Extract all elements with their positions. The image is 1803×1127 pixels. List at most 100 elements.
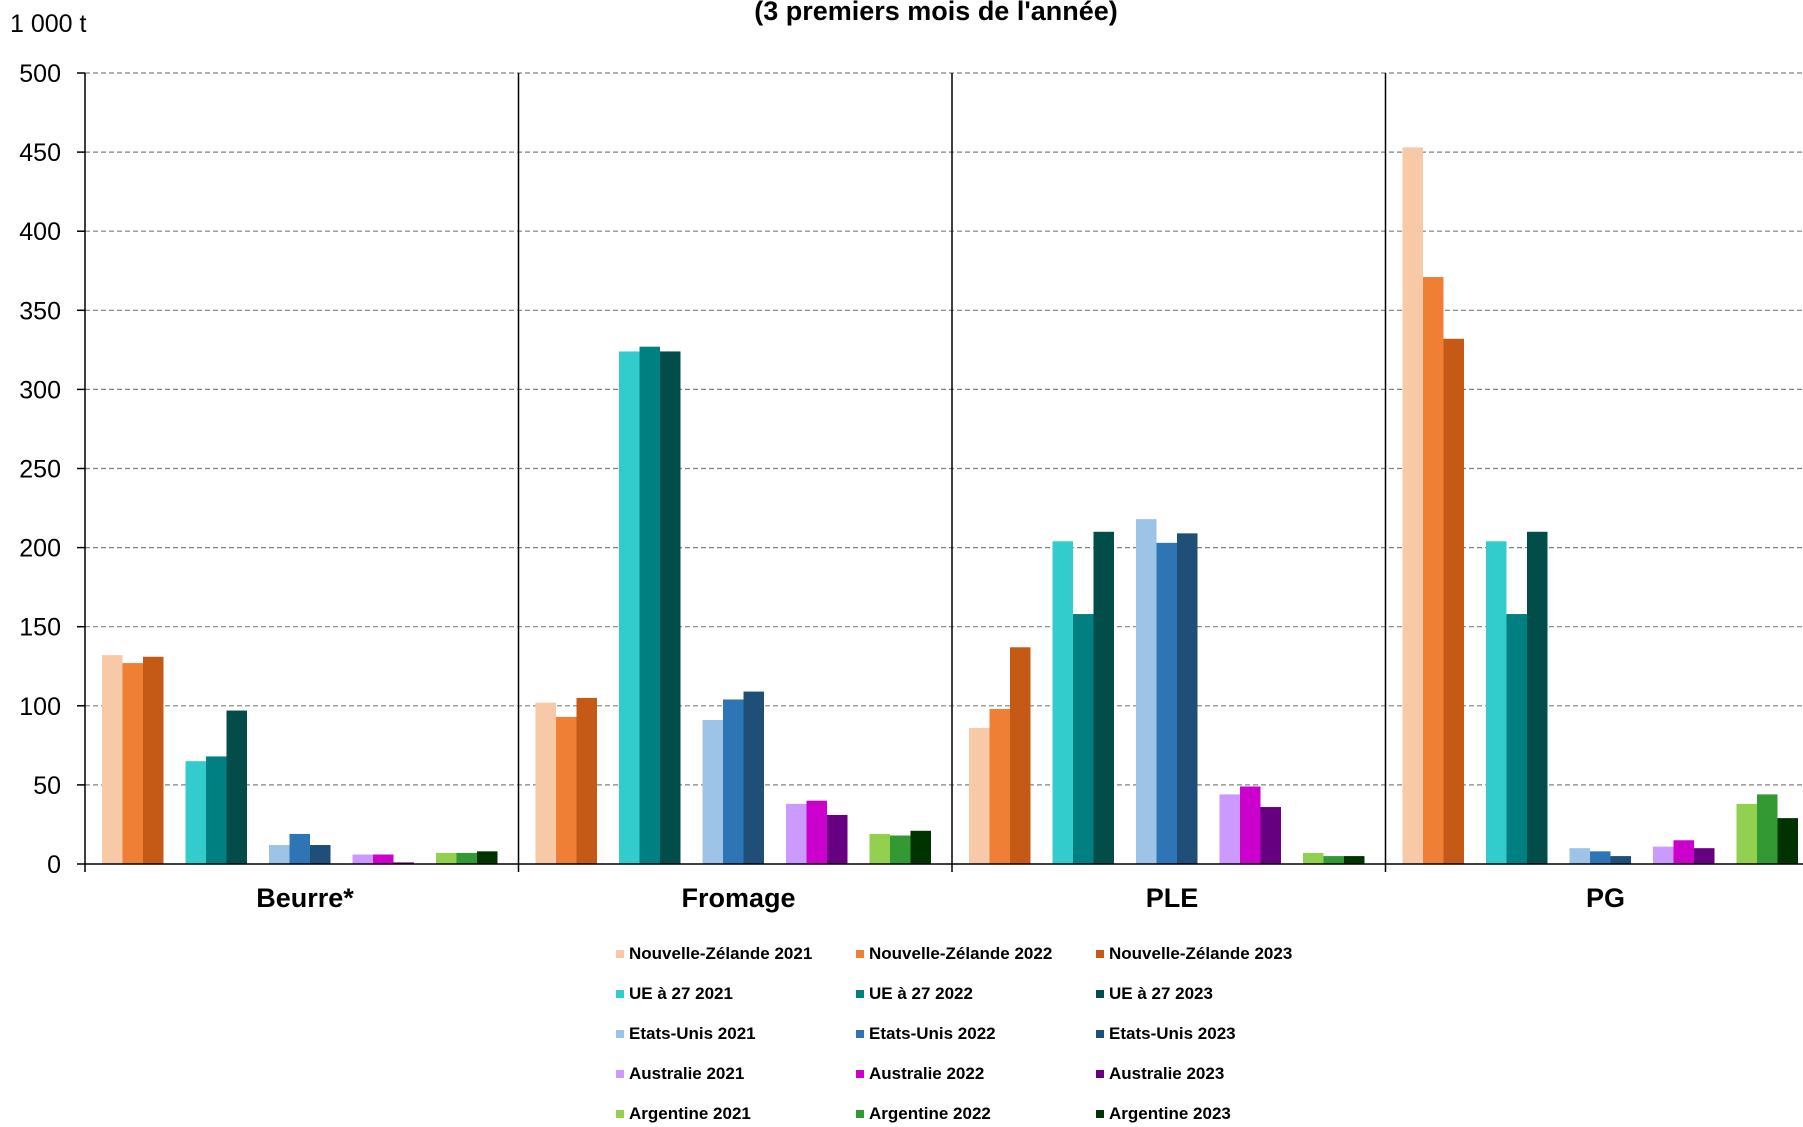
bar: Etats-Unis 2022 — Beurre*: 19 — [289, 833, 310, 864]
legend-swatch — [856, 1070, 864, 1078]
bar: Australie 2022 — PLE: 49 — [1240, 786, 1261, 864]
bar: Nouvelle-Zélande 2021 — Beurre*: 132 — [102, 655, 123, 864]
bar: Etats-Unis 2021 — PLE: 218 — [1136, 519, 1157, 864]
legend-label: Argentine 2023 — [1109, 1104, 1231, 1123]
bar: Australie 2023 — PLE: 36 — [1260, 807, 1281, 864]
legend-label: Nouvelle-Zélande 2021 — [629, 944, 812, 963]
bar: Argentine 2021 — Beurre*: 7 — [436, 852, 457, 864]
bar: Australie 2022 — PG: 15 — [1673, 840, 1694, 864]
category-labels: Beurre* Fromage PLE PG — [256, 883, 1625, 913]
bar: Etats-Unis 2022 — PG: 8 — [1590, 851, 1611, 864]
bar: Nouvelle-Zélande 2023 — Beurre*: 131 — [143, 656, 164, 864]
bar: UE à 27 2021 — Beurre*: 65 — [185, 761, 206, 864]
legend: Nouvelle-Zélande 2021 Nouvelle-Zélande 20… — [616, 944, 1292, 1123]
bar: Etats-Unis 2023 — PLE: 209 — [1177, 533, 1198, 864]
legend-label: UE à 27 2022 — [869, 984, 973, 1003]
bar: UE à 27 2021 — PLE: 204 — [1052, 541, 1073, 864]
y-tick-labels: 0 50 100 150 200 250 300 350 400 450 500 — [19, 60, 61, 879]
legend-label: Argentine 2022 — [869, 1104, 991, 1123]
legend-swatch — [616, 1110, 624, 1118]
bar: Nouvelle-Zélande 2021 — Fromage: 102 — [535, 702, 556, 864]
bar: Argentine 2023 — Fromage: 21 — [910, 830, 931, 864]
bar: Australie 2022 — Beurre*: 6 — [373, 854, 394, 864]
bar: UE à 27 2022 — Fromage: 327 — [639, 346, 660, 864]
legend-label: Etats-Unis 2021 — [629, 1024, 756, 1043]
bar: Nouvelle-Zélande 2022 — Beurre*: 127 — [122, 663, 143, 864]
bar: Argentine 2022 — Fromage: 18 — [890, 835, 911, 864]
bar: Etats-Unis 2023 — Fromage: 109 — [743, 691, 764, 864]
legend-label: Nouvelle-Zélande 2022 — [869, 944, 1052, 963]
bar: Argentine 2021 — PG: 38 — [1736, 803, 1757, 864]
bar: Argentine 2022 — Beurre*: 7 — [456, 852, 477, 864]
legend-swatch — [1096, 1110, 1104, 1118]
gridlines — [85, 72, 1803, 786]
category-label: PLE — [1146, 883, 1199, 913]
bar: Argentine 2021 — Fromage: 19 — [869, 833, 890, 864]
chart-title: (3 premiers mois de l'année) — [754, 0, 1118, 26]
legend-swatch — [856, 990, 864, 998]
y-tick-label: 250 — [19, 456, 61, 484]
legend-label: Argentine 2021 — [629, 1104, 751, 1123]
legend-swatch — [856, 1030, 864, 1038]
y-tick-label: 0 — [47, 851, 61, 879]
bar: Etats-Unis 2023 — Beurre*: 12 — [310, 845, 331, 864]
y-tick-label: 450 — [19, 139, 61, 167]
bar: UE à 27 2023 — PG: 210 — [1527, 531, 1548, 864]
legend-swatch — [856, 950, 864, 958]
bar-group: Nouvelle-Zélande 2021 — Beurre*: 132Nouv… — [102, 147, 1798, 864]
legend-swatch — [616, 950, 624, 958]
category-label: PG — [1586, 883, 1625, 913]
bar: Etats-Unis 2022 — Fromage: 104 — [723, 699, 744, 864]
bar: Nouvelle-Zélande 2021 — PLE: 86 — [969, 727, 990, 864]
bar: Nouvelle-Zélande 2022 — PG: 371 — [1423, 277, 1444, 864]
y-tick-label: 350 — [19, 297, 61, 325]
bar: Etats-Unis 2021 — Beurre*: 12 — [269, 845, 290, 864]
bar: UE à 27 2022 — Beurre*: 68 — [206, 756, 227, 864]
category-label: Fromage — [681, 883, 795, 913]
bar: UE à 27 2023 — PLE: 210 — [1093, 531, 1114, 864]
bar: Nouvelle-Zélande 2022 — Fromage: 93 — [556, 716, 577, 864]
legend-label: Australie 2023 — [1109, 1064, 1224, 1083]
category-label: Beurre* — [256, 883, 354, 913]
legend-label: Australie 2022 — [869, 1064, 984, 1083]
legend-swatch — [856, 1110, 864, 1118]
y-tick-label: 200 — [19, 535, 61, 563]
bar: Australie 2021 — PG: 11 — [1653, 846, 1674, 864]
legend-label: Nouvelle-Zélande 2023 — [1109, 944, 1292, 963]
bar: Argentine 2023 — PG: 29 — [1777, 818, 1798, 864]
bar: Nouvelle-Zélande 2021 — PG: 453 — [1402, 147, 1423, 864]
y-axis-unit-label: 1 000 t — [10, 10, 87, 38]
legend-swatch — [616, 1070, 624, 1078]
bar: Argentine 2023 — PLE: 5 — [1344, 856, 1365, 864]
y-tick-label: 400 — [19, 218, 61, 246]
bar: UE à 27 2021 — Fromage: 324 — [619, 351, 640, 864]
legend-swatch — [616, 1030, 624, 1038]
legend-swatch — [1096, 950, 1104, 958]
bar: Argentine 2022 — PG: 44 — [1757, 794, 1778, 864]
y-tick-label: 50 — [33, 772, 61, 800]
legend-swatch — [1096, 1070, 1104, 1078]
axes — [77, 72, 1803, 872]
bar: Australie 2022 — Fromage: 40 — [806, 800, 827, 864]
legend-label: UE à 27 2023 — [1109, 984, 1213, 1003]
bar: UE à 27 2023 — Beurre*: 97 — [226, 710, 247, 864]
bar: Australie 2021 — Fromage: 38 — [786, 803, 807, 864]
y-tick-label: 500 — [19, 60, 61, 88]
bar: Australie 2023 — PG: 10 — [1694, 848, 1715, 864]
y-tick-label: 300 — [19, 376, 61, 404]
legend-label: UE à 27 2021 — [629, 984, 733, 1003]
bar: UE à 27 2022 — PLE: 158 — [1073, 614, 1094, 864]
legend-label: Australie 2021 — [629, 1064, 744, 1083]
legend-swatch — [1096, 1030, 1104, 1038]
bar: Nouvelle-Zélande 2023 — PG: 332 — [1443, 338, 1464, 864]
bar: Etats-Unis 2021 — Fromage: 91 — [702, 720, 723, 864]
bar: Argentine 2021 — PLE: 7 — [1303, 852, 1324, 864]
bar: Nouvelle-Zélande 2023 — Fromage: 105 — [576, 697, 597, 864]
bar: Nouvelle-Zélande 2023 — PLE: 137 — [1010, 647, 1031, 864]
y-tick-label: 100 — [19, 693, 61, 721]
legend-label: Etats-Unis 2022 — [869, 1024, 996, 1043]
bar: Argentine 2023 — Beurre*: 8 — [477, 851, 498, 864]
bar: Etats-Unis 2023 — PG: 5 — [1610, 856, 1631, 864]
bar: Nouvelle-Zélande 2022 — PLE: 98 — [989, 708, 1010, 864]
